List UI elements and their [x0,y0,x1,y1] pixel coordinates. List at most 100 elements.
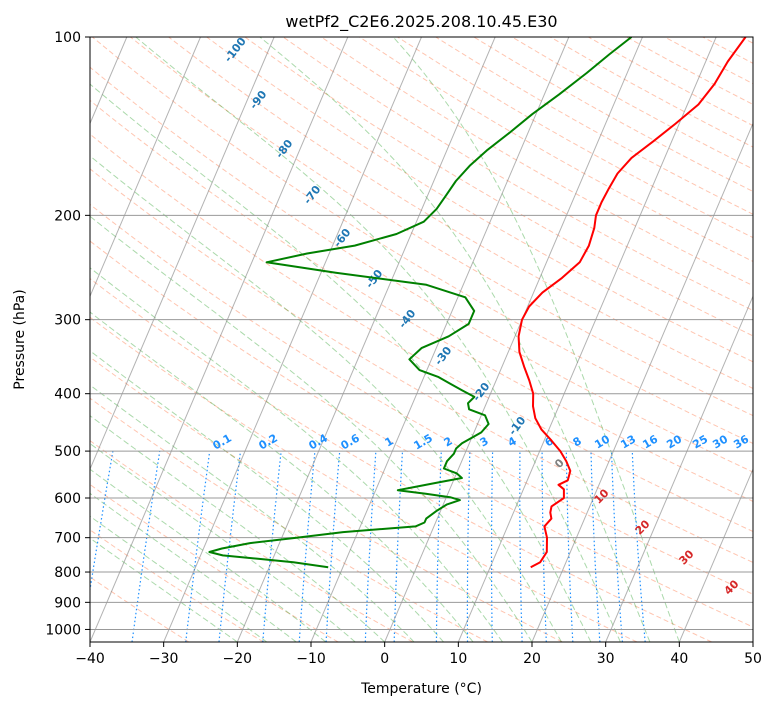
mixing-ratio-line [631,451,646,642]
mixing-ratio-label: 0.6 [339,431,363,452]
dewpoint-profile [208,37,633,569]
isotherm-line [90,37,201,298]
mixing-ratio-line [218,451,242,642]
y-tick-label: 400 [54,387,81,403]
dry-adiabat [91,37,753,445]
x-tick-label: −20 [223,651,253,667]
x-tick-label: 10 [449,651,467,667]
x-tick-label: 50 [744,651,762,667]
isotherm-label: 10 [592,486,612,506]
moist-adiabat [90,215,533,642]
isotherm-line [531,122,753,642]
mixing-ratio-line [262,451,282,642]
y-tick-label: 600 [54,491,81,507]
chart-title: wetPf2_C2E6.2025.208.10.45.E30 [285,12,557,32]
dry-adiabat [359,37,753,263]
potential-temp-label: -70 [301,183,324,207]
moist-adiabat [90,415,386,642]
moist-adiabat [392,37,680,642]
dry-adiabat [549,37,753,148]
plot-frame [89,36,754,643]
y-tick-label: 1000 [45,622,81,638]
dry-adiabat [90,397,488,642]
dry-adiabat [511,37,753,170]
moist-adiabat [90,515,268,642]
dry-adiabat [206,37,753,363]
mixing-ratio-line [435,451,442,642]
y-tick-label: 100 [54,30,81,46]
isotherm-line [457,37,717,642]
dry-adiabats [90,37,753,642]
mixing-ratio-line [590,451,601,642]
moist-adiabat [90,537,238,642]
x-tick-label: −30 [149,651,179,667]
dry-adiabat [90,168,753,563]
isotherm-line [678,467,753,642]
moist-adiabats [90,37,680,642]
y-tick-label: 800 [54,565,81,581]
y-tick-label: 900 [54,595,81,611]
moist-adiabat [90,468,327,642]
y-tick-label: 700 [54,531,81,547]
mixing-ratio-line [90,450,114,594]
isotherm-line [384,37,643,642]
mixing-ratio-line [185,451,211,642]
isotherm-label: 30 [677,547,697,567]
mixing-ratio-label: 8 [571,434,584,449]
dry-adiabat [168,37,753,389]
dry-adiabat [435,37,753,215]
mixing-ratio-label: 1.5 [412,431,435,452]
isotherm-line [163,37,422,642]
mixing-ratio-line [466,451,471,642]
temperature-profile [517,37,747,569]
moist-adiabat [259,37,651,642]
isotherm-label: 40 [722,577,742,597]
isotherm-line [605,295,753,642]
dry-adiabat [90,133,753,533]
dry-adiabat [90,483,339,642]
potential-temp-label: -30 [432,344,455,368]
dry-adiabat [282,37,753,312]
mixing-ratio-label: 3 [478,434,491,449]
line-labels: -100-90-80-70-60-50-40-30-20-100.1 0.2 0.4… [211,37,752,598]
x-axis-label: Temperature (°C) [360,681,482,697]
dry-adiabat [90,278,712,642]
pressure-gridlines [90,37,753,630]
dry-adiabat [90,356,563,642]
potential-temp-label: -40 [396,307,419,331]
moist-adiabat [90,350,444,642]
skewed-isotherms [90,37,753,642]
mixing-ratio-label: 6 [543,434,556,449]
dry-adiabat [664,37,753,85]
x-axis-ticks: −40 −30 −20 −10 0 10 20 30 40 50 [75,642,762,667]
mixing-ratio-label: 36 [731,432,751,451]
dry-adiabat [90,99,753,502]
moist-adiabat [135,37,621,642]
x-tick-label: −40 [75,651,105,667]
x-tick-label: 40 [670,651,688,667]
mixing-ratio-label: 13 [618,433,638,452]
dry-adiabat [244,37,753,337]
mixing-ratio-label: 0.2 [257,431,280,452]
x-tick-label: 30 [597,651,615,667]
moist-adiabat [90,155,562,642]
isotherm-line [236,37,496,642]
sounding-series [208,37,747,569]
mixing-ratio-label: 30 [710,432,730,451]
potential-temp-label: -80 [273,137,296,161]
dry-adiabat [702,37,753,64]
mixing-ratio-label: 0.1 [211,431,234,452]
mixing-ratio-line [298,451,316,642]
potential-temp-label: -10 [506,414,529,438]
plot-area: -100-90-80-70-60-50-40-30-20-100.1 0.2 0.4… [90,37,753,642]
mixing-ratio-label: 10 [592,432,612,451]
mixing-ratio-label: 20 [664,432,684,451]
mixing-ratio-lines [90,450,646,642]
dry-adiabat [90,203,753,595]
mixing-ratio-line [364,451,377,642]
moist-adiabat [90,311,474,642]
moist-adiabat [90,492,297,642]
moist-adiabat [90,83,592,642]
dry-adiabat [588,37,753,127]
mixing-ratio-line [490,451,494,642]
